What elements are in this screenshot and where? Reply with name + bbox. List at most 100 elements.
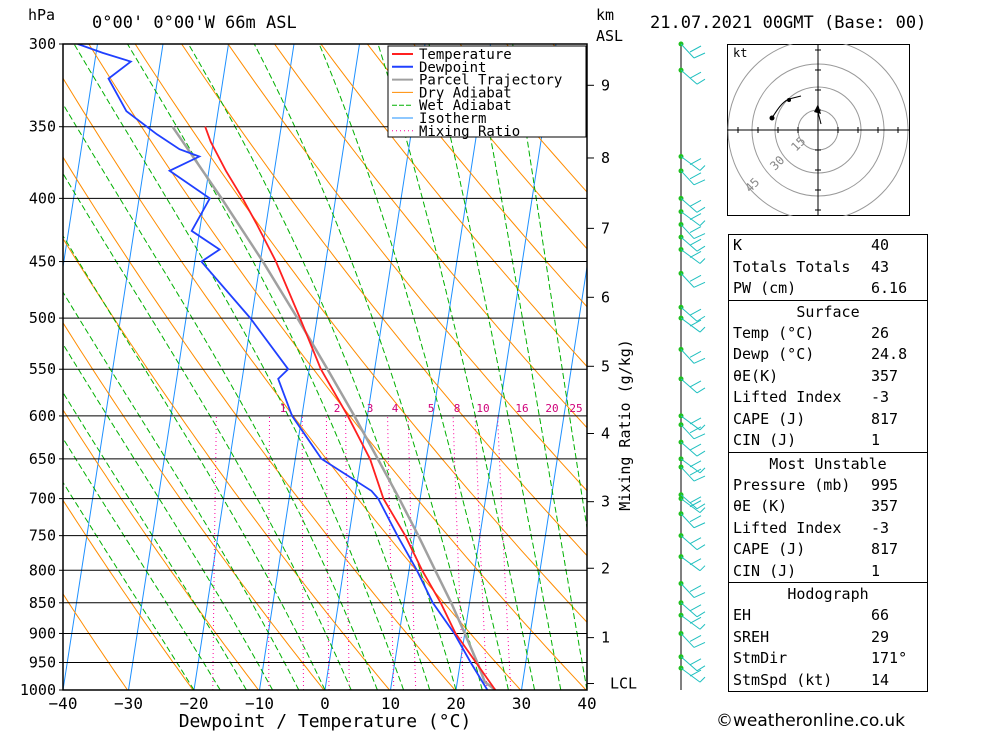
temperature-tick-label: −10 bbox=[245, 694, 274, 713]
wind-barb bbox=[680, 656, 706, 672]
mixing-ratio-label: 2 bbox=[334, 402, 341, 415]
wind-barb bbox=[680, 170, 706, 186]
surface-index-row: Lifted Index -3 bbox=[729, 387, 927, 409]
general-index-value: 43 bbox=[871, 257, 890, 276]
wind-barb bbox=[680, 415, 706, 431]
most-unstable-index-value: 357 bbox=[871, 497, 899, 515]
isotherm-line bbox=[324, 44, 426, 690]
dry-adiabat-line bbox=[63, 408, 259, 690]
pressure-tick-label: 950 bbox=[29, 653, 56, 671]
location-title: 0°00' 0°00'W 66m ASL bbox=[92, 13, 297, 33]
isotherm-line bbox=[455, 44, 557, 690]
mixing-ratio-line bbox=[268, 415, 270, 690]
most-unstable-index-row: Pressure (mb) 995 bbox=[729, 475, 927, 497]
wind-barb bbox=[680, 211, 706, 227]
km-tick-label: 7 bbox=[601, 219, 610, 237]
general-index-row: Totals Totals 43 bbox=[729, 257, 927, 279]
legend-entry: Dewpoint bbox=[419, 60, 486, 76]
general-index-value: 6.16 bbox=[871, 279, 908, 297]
most-unstable-index-value: 817 bbox=[871, 540, 899, 558]
pressure-tick-label: 450 bbox=[29, 253, 56, 271]
asl-label: ASL bbox=[596, 27, 624, 45]
temperature-tick-label: −40 bbox=[49, 694, 78, 713]
isotherm-line bbox=[193, 44, 295, 690]
dry-adiabat-line bbox=[227, 44, 587, 492]
isotherm-line bbox=[63, 44, 164, 690]
wind-barb bbox=[680, 236, 706, 252]
hodograph-unit: kt bbox=[733, 46, 747, 60]
isotherm-line bbox=[521, 263, 587, 690]
dry-adiabat-line bbox=[88, 44, 587, 690]
hodograph-index-row: EH 66 bbox=[729, 605, 927, 627]
km-tick-label: 2 bbox=[601, 559, 610, 577]
pressure-tick-label: 550 bbox=[29, 360, 56, 378]
most-unstable-index-row: Lifted Index -3 bbox=[729, 518, 927, 540]
wind-barb bbox=[680, 556, 706, 572]
temperature-tick-label: 0 bbox=[320, 694, 330, 713]
storm-motion-line bbox=[817, 111, 822, 125]
pressure-tick-label: 750 bbox=[29, 527, 56, 545]
wet-adiabat-line bbox=[187, 44, 457, 690]
hodograph-index-row: StmSpd (kt) 14 bbox=[729, 670, 927, 692]
wind-barb bbox=[680, 535, 706, 551]
wet-adiabat-line bbox=[73, 44, 405, 690]
dry-adiabat-line bbox=[63, 237, 390, 690]
mixing-ratio-label: 10 bbox=[476, 402, 489, 415]
km-tick-label: 1 bbox=[601, 629, 610, 647]
dewpoint-line bbox=[77, 44, 489, 690]
wind-barb bbox=[680, 583, 706, 598]
most-unstable-index-label: Pressure (mb) bbox=[733, 475, 851, 494]
general-index-value: 40 bbox=[871, 236, 890, 254]
surface-index-label: Lifted Index bbox=[733, 388, 842, 406]
most-unstable-index-row: θE (K) 357 bbox=[729, 496, 927, 518]
surface-index-row: θE(K) 357 bbox=[729, 366, 927, 388]
mixing-ratio-line bbox=[212, 415, 217, 690]
wind-barb bbox=[680, 317, 706, 333]
wind-profile bbox=[678, 41, 706, 690]
hodograph-index-value: 171° bbox=[871, 649, 908, 667]
general-index-row: K 40 bbox=[729, 235, 927, 257]
wind-barb bbox=[680, 349, 706, 364]
isotherm-line bbox=[259, 44, 360, 690]
legend-entry: Isotherm bbox=[419, 111, 486, 127]
surface-title: Surface bbox=[796, 302, 860, 321]
most-unstable-index-row: CAPE (J) 817 bbox=[729, 539, 927, 561]
temperature-tick-label: 10 bbox=[381, 694, 400, 713]
hodograph-index-label: SREH bbox=[733, 627, 770, 646]
dry-adiabat-line bbox=[63, 499, 194, 690]
wind-barb bbox=[680, 614, 706, 630]
mixing-ratio-line bbox=[325, 415, 330, 690]
surface-index-row: CIN (J) 1 bbox=[729, 430, 927, 452]
dry-adiabat-line bbox=[63, 156, 456, 690]
km-tick-label: 8 bbox=[601, 149, 610, 167]
most-unstable-index-label: CIN (J) bbox=[733, 561, 797, 580]
mixing-ratio-line bbox=[497, 415, 512, 690]
surface-index-row: CAPE (J) 817 bbox=[729, 409, 927, 431]
most-unstable-index-value: 995 bbox=[871, 475, 899, 494]
wind-barb bbox=[680, 458, 706, 474]
storm-motion-marker bbox=[814, 104, 821, 114]
wind-barb bbox=[680, 197, 706, 213]
pressure-tick-label: 600 bbox=[29, 407, 56, 425]
mixing-ratio-label: 8 bbox=[454, 402, 461, 415]
isotherm-line bbox=[128, 44, 229, 690]
legend-entry: Temperature bbox=[419, 47, 512, 63]
temperature-tick-label: −30 bbox=[114, 694, 143, 713]
hodograph-index-row: StmDir 171° bbox=[729, 648, 927, 670]
site-credit[interactable]: ©weatheronline.co.uk bbox=[716, 711, 906, 731]
isotherm-line bbox=[390, 44, 491, 690]
wind-barb bbox=[680, 498, 706, 514]
most-unstable-index-label: Lifted Index bbox=[733, 518, 842, 537]
km-tick-label: 6 bbox=[601, 288, 610, 306]
most-unstable-title: Most Unstable bbox=[769, 454, 887, 473]
wet-adiabat-line bbox=[63, 343, 274, 690]
wind-barb bbox=[680, 466, 706, 482]
pressure-tick-label: 650 bbox=[29, 450, 56, 468]
dry-adiabat-line bbox=[413, 44, 587, 250]
km-tick-label: 5 bbox=[601, 357, 610, 375]
wind-barb bbox=[680, 602, 706, 618]
pressure-tick-label: 800 bbox=[29, 561, 56, 579]
pressure-tick-label: 1000 bbox=[20, 681, 56, 699]
